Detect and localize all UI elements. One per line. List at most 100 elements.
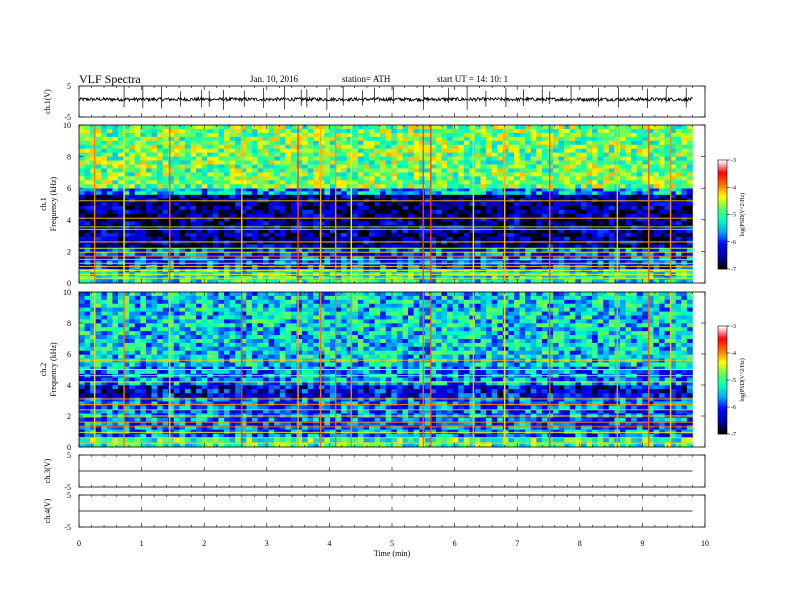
psd-cell (335, 236, 342, 241)
psd-cell (145, 188, 152, 192)
psd-cell (84, 421, 91, 426)
psd-cell (463, 221, 470, 226)
psd-cell (101, 260, 108, 265)
psd-cell (647, 256, 654, 261)
psd-cell (134, 202, 141, 207)
psd-cell (508, 184, 515, 189)
psd-cell (162, 256, 169, 261)
psd-cell (642, 236, 649, 241)
psd-cell (257, 180, 264, 185)
psd-cell (670, 264, 677, 270)
psd-cell (408, 172, 414, 177)
psd-cell (653, 279, 660, 284)
psd-cell (151, 232, 158, 238)
psd-cell (486, 125, 493, 130)
psd-cell (659, 172, 665, 177)
psd-cell (290, 191, 297, 195)
psd-cell (597, 176, 604, 181)
psd-cell (619, 152, 626, 157)
psd-cell (497, 206, 504, 211)
psd-cell (162, 176, 169, 181)
psd-cell (90, 152, 97, 157)
psd-cell (653, 260, 660, 265)
psd-cell (90, 292, 97, 297)
psd-cell (675, 148, 682, 153)
psd-cell (625, 132, 632, 138)
psd-cell (391, 244, 398, 249)
psd-cell (642, 136, 649, 142)
psd-cell (647, 244, 654, 249)
psd-cell (424, 160, 431, 165)
psd-cell (145, 213, 152, 218)
psd-cell (118, 160, 124, 165)
psd-cell (525, 256, 532, 261)
psd-cell (235, 206, 242, 211)
psd-cell (530, 194, 537, 199)
psd-cell (681, 176, 688, 181)
psd-cell (491, 191, 498, 195)
psd-cell (575, 125, 582, 130)
psd-cell (536, 184, 543, 189)
psd-cell (106, 252, 113, 257)
psd-cell (90, 128, 97, 134)
psd-cell (686, 264, 693, 270)
psd-cell (257, 252, 264, 257)
psd-cell (447, 188, 453, 192)
psd-cell (480, 136, 487, 142)
psd-cell (101, 417, 108, 422)
psd-cell (636, 148, 643, 153)
psd-cell (586, 176, 593, 181)
psd-cell (447, 244, 453, 249)
psd-cell (569, 209, 576, 215)
psd-cell (586, 209, 593, 215)
psd-cell (536, 180, 543, 185)
psd-cell (201, 264, 208, 270)
psd-cell (346, 260, 353, 265)
psd-cell (118, 152, 124, 157)
psd-cell (586, 160, 593, 165)
psd-cell (235, 202, 242, 207)
psd-cell (391, 168, 398, 173)
psd-cell (318, 194, 325, 199)
psd-cell (625, 144, 632, 149)
psd-cell (502, 252, 509, 257)
psd-cell (636, 176, 643, 181)
psd-cell (106, 176, 113, 181)
psd-cell (352, 244, 359, 249)
psd-cell (369, 160, 375, 165)
psd-cell (184, 206, 191, 211)
psd-cell (173, 125, 180, 130)
psd-cell (491, 260, 498, 265)
psd-cell (324, 248, 331, 253)
psd-cell (486, 194, 493, 199)
psd-cell (157, 148, 163, 153)
psd-cell (84, 125, 91, 130)
psd-cell (84, 385, 91, 390)
psd-cell (636, 256, 643, 261)
psd-cell (631, 209, 638, 215)
psd-cell (307, 209, 314, 215)
psd-cell (263, 160, 269, 165)
psd-cell (341, 188, 347, 192)
psd-cell (608, 148, 615, 153)
psd-cell (224, 202, 230, 207)
psd-cell (441, 209, 448, 215)
psd-cell (190, 148, 197, 153)
psd-cell (608, 236, 615, 241)
psd-cell (151, 202, 158, 207)
psd-cell (251, 206, 258, 211)
psd-cell (491, 125, 498, 130)
psd-cell (246, 232, 253, 238)
psd-cell (296, 191, 303, 195)
psd-cell (341, 136, 347, 142)
psd-cell (625, 156, 632, 161)
psd-cell (675, 191, 682, 195)
psd-cell (84, 319, 91, 324)
psd-cell (408, 152, 414, 157)
psd-cell (374, 156, 381, 161)
psd-cell (106, 206, 113, 211)
psd-cell (525, 136, 532, 142)
psd-cell (179, 191, 186, 195)
psd-cell (530, 206, 537, 211)
psd-cell (447, 144, 453, 149)
